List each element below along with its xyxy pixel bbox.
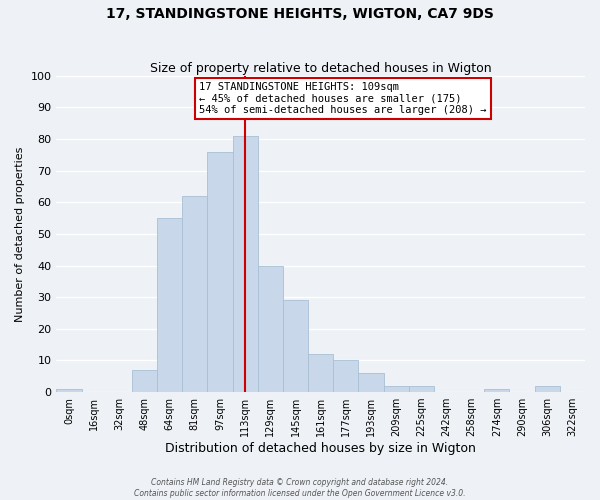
Bar <box>358 373 383 392</box>
Bar <box>233 136 258 392</box>
Bar <box>132 370 157 392</box>
Bar <box>56 389 82 392</box>
Bar <box>383 386 409 392</box>
Bar <box>182 196 208 392</box>
Bar <box>333 360 358 392</box>
Text: 17, STANDINGSTONE HEIGHTS, WIGTON, CA7 9DS: 17, STANDINGSTONE HEIGHTS, WIGTON, CA7 9… <box>106 8 494 22</box>
Bar <box>484 389 509 392</box>
Bar <box>283 300 308 392</box>
Title: Size of property relative to detached houses in Wigton: Size of property relative to detached ho… <box>150 62 491 74</box>
Bar <box>258 266 283 392</box>
Text: 17 STANDINGSTONE HEIGHTS: 109sqm
← 45% of detached houses are smaller (175)
54% : 17 STANDINGSTONE HEIGHTS: 109sqm ← 45% o… <box>199 82 487 115</box>
Bar <box>409 386 434 392</box>
Bar <box>308 354 333 392</box>
Bar <box>535 386 560 392</box>
Text: Contains HM Land Registry data © Crown copyright and database right 2024.
Contai: Contains HM Land Registry data © Crown c… <box>134 478 466 498</box>
Bar <box>208 152 233 392</box>
X-axis label: Distribution of detached houses by size in Wigton: Distribution of detached houses by size … <box>165 442 476 455</box>
Y-axis label: Number of detached properties: Number of detached properties <box>15 146 25 322</box>
Bar <box>157 218 182 392</box>
